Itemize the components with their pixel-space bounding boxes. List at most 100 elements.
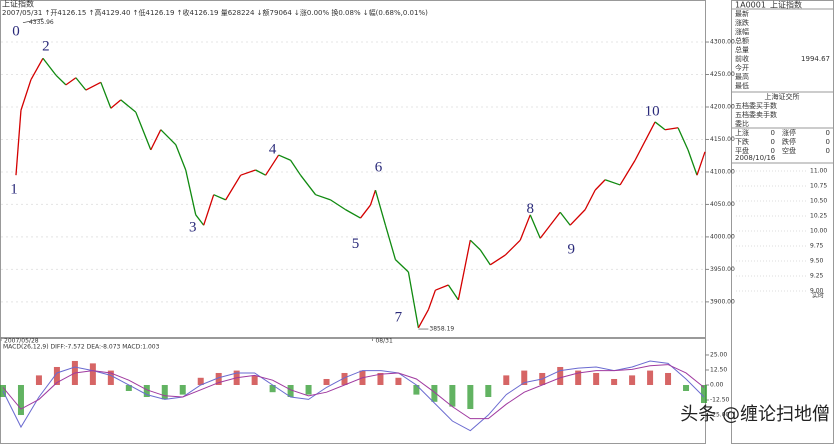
price-segment	[213, 194, 226, 201]
mini-tick-label: 10.00	[810, 228, 827, 235]
price-segment	[30, 57, 44, 81]
y-tick-label: 4100.00	[710, 168, 735, 175]
stat-cell: 平盘	[735, 146, 749, 155]
watermark: 头条 @缠论扫地僧	[680, 404, 830, 425]
price-segment	[185, 169, 197, 215]
price-segment	[677, 127, 689, 151]
wave-label: 1	[10, 182, 18, 198]
price-segment	[265, 154, 280, 176]
price-segment	[160, 129, 177, 146]
stat-cell: 0	[771, 138, 775, 146]
wave-label: 4	[269, 141, 277, 157]
price-segment	[559, 211, 571, 226]
macd-bar	[161, 384, 168, 400]
y-tick-label: 12.50	[710, 366, 727, 373]
price-segment	[504, 239, 521, 256]
stat-cell: 0	[771, 129, 775, 137]
macd-bar	[215, 372, 222, 385]
macd-bar	[287, 384, 294, 398]
price-segment	[120, 99, 137, 113]
y-tick-label: -12.50	[710, 397, 730, 404]
wave-label: 7	[395, 310, 403, 326]
macd-bar	[197, 377, 204, 385]
mini-tick-label: 9.50	[810, 258, 824, 265]
price-segment	[135, 111, 152, 151]
price-segment	[569, 209, 586, 226]
mini-tick-label: 11.00	[810, 168, 827, 175]
field-label: 最新	[735, 9, 749, 18]
macd-bar	[449, 384, 456, 407]
wave-label: 10	[645, 104, 660, 120]
macd-bar	[107, 370, 114, 385]
price-segment	[330, 199, 346, 211]
wave-label: 5	[352, 236, 360, 252]
y-tick-label: -25.00	[710, 412, 730, 419]
macd-bar	[323, 378, 330, 385]
order-row: 委比	[735, 119, 749, 128]
price-segment	[634, 121, 656, 161]
price-segment	[594, 179, 606, 191]
order-row: 五档委买手数	[735, 101, 777, 110]
wave-label: 8	[526, 201, 534, 217]
price-segment	[489, 254, 506, 266]
field-label: 涨跌	[735, 18, 749, 27]
mini-tick-label: 9.25	[810, 273, 824, 280]
x-tick-label: 08/31	[375, 338, 392, 345]
macd-bar	[35, 375, 42, 385]
macd-bar	[179, 384, 186, 395]
y-tick-label: 4050.00	[710, 201, 735, 208]
macd-bar	[89, 363, 96, 385]
macd-bar	[341, 372, 348, 385]
field-label: 前收	[735, 54, 749, 63]
order-row: 五档委卖手数	[735, 110, 777, 119]
price-segment	[529, 214, 541, 239]
price-segment	[315, 194, 331, 201]
stat-cell: 0	[771, 147, 775, 155]
macd-bar	[413, 384, 420, 395]
macd-bar	[377, 372, 384, 385]
macd-bar	[593, 372, 600, 385]
max-pointer	[22, 18, 43, 23]
price-segment	[619, 159, 636, 186]
y-tick-label: 3900.00	[710, 298, 735, 305]
wave-label: 3	[189, 219, 197, 235]
mini-tick-label: 10.25	[810, 213, 827, 220]
macd-bar	[575, 370, 582, 385]
mini-tick-label: 10.50	[810, 198, 827, 205]
macd-bar	[701, 384, 708, 404]
price-segment	[427, 289, 436, 310]
field-label: 总量	[735, 45, 749, 54]
field-label: 最低	[735, 81, 749, 90]
stat-cell: 0	[826, 147, 830, 155]
mini-tick-label: 9.75	[810, 243, 824, 250]
price-segment	[150, 129, 162, 151]
wave-label: 9	[567, 241, 575, 257]
wave-label: 6	[375, 159, 383, 175]
macd-bar	[647, 370, 654, 385]
price-segment	[110, 99, 122, 109]
stat-cell: 下跌	[735, 137, 749, 146]
y-tick-label: 4250.00	[710, 71, 735, 78]
price-segment	[225, 174, 242, 201]
wave-label: 2	[42, 39, 50, 55]
macd-bar	[485, 384, 492, 398]
price-segment	[175, 144, 187, 171]
price-segment	[549, 211, 561, 226]
y-tick-label: 4300.00	[710, 39, 735, 46]
price-segment	[65, 77, 77, 86]
price-segment	[447, 284, 459, 301]
exchange: 上海证交所	[765, 92, 800, 101]
stat-cell: 空盘	[782, 146, 796, 155]
price-segment	[15, 110, 22, 176]
price-segment	[407, 271, 420, 328]
field-label: 今开	[735, 63, 749, 72]
min-label: 3858.19	[429, 326, 454, 333]
price-segment	[539, 224, 551, 239]
price-segment	[384, 225, 397, 260]
price-segment	[696, 151, 706, 176]
price-segment	[278, 154, 291, 161]
y-tick-label: 4150.00	[710, 136, 735, 143]
macd-bar	[143, 384, 150, 398]
price-segment	[85, 81, 102, 91]
